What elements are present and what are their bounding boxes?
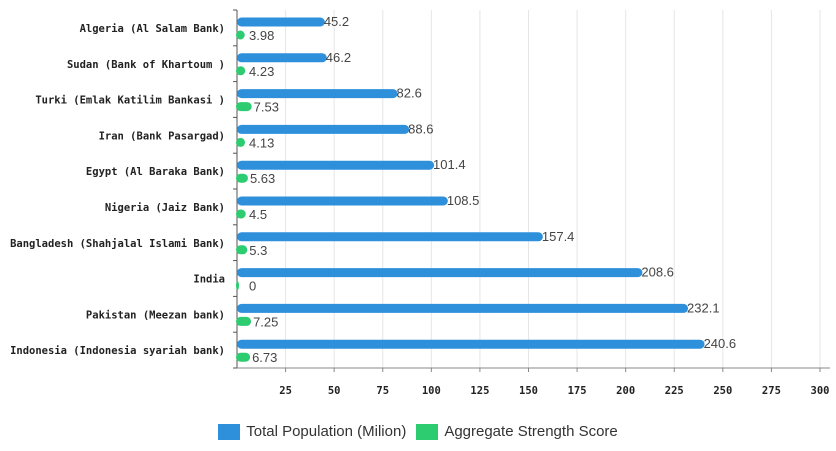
legend-item-population[interactable]: Total Population (Milion) [218,423,406,440]
bar-strength[interactable] [236,66,246,76]
data-label-population: 101.4 [433,157,466,172]
x-tick-label: 25 [279,385,292,397]
data-label-population: 88.6 [408,121,433,136]
bar-strength[interactable] [236,102,252,112]
legend-swatch-population [218,423,241,440]
bar-population[interactable] [237,339,705,349]
x-tick-label: 225 [665,385,684,397]
data-label-strength: 7.53 [254,100,279,115]
data-label-strength: 6.73 [252,350,277,365]
category-label: Pakistan (Meezan bank) [86,309,225,321]
x-tick-label: 275 [762,385,781,397]
bar-population[interactable] [237,53,327,63]
bar-strength[interactable] [236,245,248,255]
data-label-strength: 4.13 [249,135,274,150]
x-tick-label: 50 [328,385,341,397]
x-tick-label: 125 [470,385,489,397]
bar-population[interactable] [237,89,398,99]
legend-swatch-strength [416,423,439,440]
data-label-strength: 7.25 [253,314,278,329]
data-label-population: 157.4 [542,229,575,244]
data-label-population: 240.6 [704,336,737,351]
bar-population[interactable] [237,17,325,27]
bar-chart: 25 50 75 100 125 150 175 200 225 250 275 300 Algeria… [10,9,830,397]
bar-population[interactable] [237,160,435,170]
x-tick-label: 300 [811,385,830,397]
data-label-strength: 5.3 [249,243,267,258]
data-label-population: 208.6 [641,265,674,280]
category-label: Indonesia (Indonesia syariah bank) [10,345,225,357]
bar-population[interactable] [237,268,643,278]
bar-strength[interactable] [236,173,248,183]
bar-strength[interactable] [236,316,252,326]
data-label-population: 108.5 [447,193,480,208]
x-tick-label: 100 [422,385,441,397]
data-label-strength: 4.5 [249,207,267,222]
category-label: Iran (Bank Pasargad) [99,130,225,142]
bar-strength[interactable] [236,209,246,219]
bar-strength[interactable] [236,30,245,40]
bar-population[interactable] [237,232,543,242]
x-tick-label: 150 [519,385,538,397]
data-label-strength: 5.63 [250,171,275,186]
data-label-strength: 4.23 [249,64,274,79]
category-label: Egypt (Al Baraka Bank) [86,166,225,178]
category-label: Turki (Emlak Katilim Bankasi ) [35,95,225,107]
data-label-population: 45.2 [324,14,349,29]
bar-strength[interactable] [236,352,251,362]
category-label: India [193,274,225,286]
data-label-population: 82.6 [397,86,422,101]
category-label: Sudan (Bank of Khartoum ) [67,59,225,71]
data-label-strength: 0 [249,279,256,294]
x-tick-label: 250 [713,385,732,397]
data-label-population: 46.2 [326,50,351,65]
legend-label-strength: Aggregate Strength Score [444,423,618,440]
category-label: Bangladesh (Shahjalal Islami Bank) [10,238,225,250]
bar-population[interactable] [237,303,689,313]
x-tick-label: 75 [376,385,389,397]
data-label-strength: 3.98 [249,28,274,43]
x-tick-label: 175 [568,385,587,397]
x-tick-label: 200 [616,385,635,397]
bar-population[interactable] [237,196,448,206]
legend-label-population: Total Population (Milion) [246,423,407,440]
bar-strength[interactable] [236,281,239,291]
category-label: Algeria (Al Salam Bank) [80,23,225,35]
bar-strength[interactable] [236,137,246,147]
legend-item-strength[interactable]: Aggregate Strength Score [416,423,618,440]
data-label-population: 232.1 [687,300,720,315]
legend: Total Population (Milion) Aggregate Stre… [0,423,836,440]
bar-population[interactable] [237,124,410,134]
category-label: Nigeria (Jaiz Bank) [105,202,225,214]
